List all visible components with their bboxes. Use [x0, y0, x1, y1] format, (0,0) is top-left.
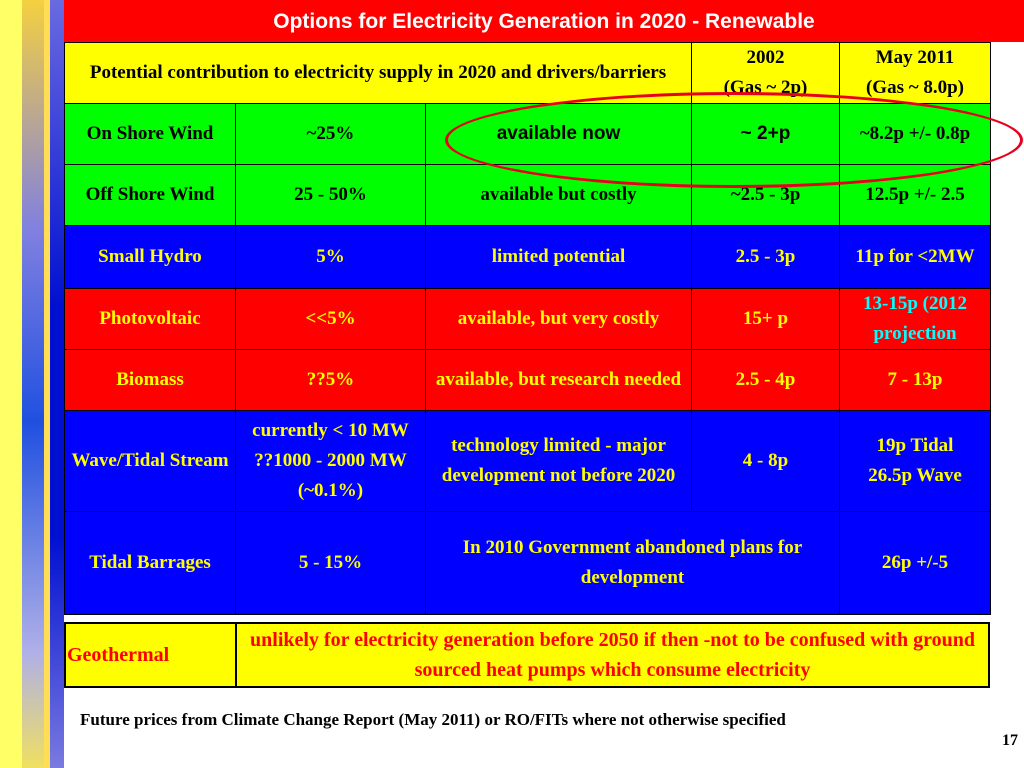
onshore-driver: available now — [425, 103, 692, 165]
biomass-name: Biomass — [64, 349, 236, 411]
hydro-price-2011: 11p for <2MW — [839, 225, 991, 289]
onshore-name: On Shore Wind — [64, 103, 236, 165]
header-2011-year: May 2011 — [875, 47, 955, 68]
row-photovoltaic: Photovoltaic <<5% available, but very co… — [64, 288, 991, 350]
wave-contribution-line1: currently < 10 MW — [252, 420, 409, 441]
barrage-name: Tidal Barrages — [64, 511, 236, 615]
footer-note: Future prices from Climate Change Report… — [80, 710, 786, 729]
wave-contribution-line2: ??1000 - 2000 MW — [254, 450, 407, 471]
offshore-driver: available but costly — [425, 164, 692, 226]
header-row: Potential contribution to electricity su… — [64, 42, 991, 104]
onshore-price-2002: ~ 2+p — [691, 103, 840, 165]
header-2011: May 2011 (Gas ~ 8.0p) — [839, 42, 991, 104]
barrage-price-2011: 26p +/-5 — [839, 511, 991, 615]
row-tidal-barrages: Tidal Barrages 5 - 15% In 2010 Governmen… — [64, 511, 991, 615]
biomass-driver: available, but research needed — [425, 349, 692, 411]
pv-driver: available, but very costly — [425, 288, 692, 350]
geothermal-name: Geothermal — [64, 622, 237, 688]
geothermal-text: unlikely for electricity generation befo… — [235, 622, 990, 688]
header-2002: 2002 (Gas ~ 2p) — [691, 42, 840, 104]
hydro-name: Small Hydro — [64, 225, 236, 289]
wave-contribution: currently < 10 MW ??1000 - 2000 MW (~0.1… — [235, 410, 426, 512]
row-wave-tidal: Wave/Tidal Stream currently < 10 MW ??10… — [64, 410, 991, 512]
biomass-price-2002: 2.5 - 4p — [691, 349, 840, 411]
offshore-contribution: 25 - 50% — [235, 164, 426, 226]
offshore-price-2011: 12.5p +/- 2.5 — [839, 164, 991, 226]
slide-title: Options for Electricity Generation in 20… — [64, 0, 1024, 42]
pv-price-2002: 15+ p — [691, 288, 840, 350]
pv-contribution: <<5% — [235, 288, 426, 350]
decor-stripe-yellow-2 — [44, 0, 50, 768]
wave-price-2002: 4 - 8p — [691, 410, 840, 512]
decor-stripe-yellow-1 — [0, 0, 22, 768]
decor-stripe-gradient — [22, 0, 44, 768]
wave-price-2011-tidal: 19p Tidal — [876, 435, 954, 456]
header-2002-year: 2002 — [746, 47, 785, 68]
pv-name: Photovoltaic — [64, 288, 236, 350]
header-description: Potential contribution to electricity su… — [64, 42, 692, 104]
biomass-contribution: ??5% — [235, 349, 426, 411]
row-biomass: Biomass ??5% available, but research nee… — [64, 349, 991, 411]
decor-stripe-blue — [50, 0, 64, 768]
renewables-table: Potential contribution to electricity su… — [64, 42, 991, 615]
geothermal-table: Geothermal unlikely for electricity gene… — [64, 622, 990, 688]
wave-driver: technology limited - major development n… — [425, 410, 692, 512]
row-small-hydro: Small Hydro 5% limited potential 2.5 - 3… — [64, 225, 991, 289]
header-2002-gas: (Gas ~ 2p) — [723, 77, 808, 98]
hydro-contribution: 5% — [235, 225, 426, 289]
onshore-contribution: ~25% — [235, 103, 426, 165]
wave-price-2011: 19p Tidal 26.5p Wave — [839, 410, 991, 512]
page-number: 17 — [1002, 732, 1018, 749]
hydro-driver: limited potential — [425, 225, 692, 289]
offshore-name: Off Shore Wind — [64, 164, 236, 226]
barrage-contribution: 5 - 15% — [235, 511, 426, 615]
wave-contribution-line3: (~0.1%) — [297, 480, 364, 501]
header-2011-gas: (Gas ~ 8.0p) — [865, 77, 965, 98]
wave-price-2011-wave: 26.5p Wave — [868, 465, 962, 486]
pv-price-2011: 13-15p (2012 projection — [839, 288, 991, 350]
biomass-price-2011: 7 - 13p — [839, 349, 991, 411]
hydro-price-2002: 2.5 - 3p — [691, 225, 840, 289]
row-offshore-wind: Off Shore Wind 25 - 50% available but co… — [64, 164, 991, 226]
row-onshore-wind: On Shore Wind ~25% available now ~ 2+p ~… — [64, 103, 991, 165]
row-geothermal: Geothermal unlikely for electricity gene… — [64, 622, 990, 688]
barrage-driver: In 2010 Government abandoned plans for d… — [425, 511, 840, 615]
wave-name: Wave/Tidal Stream — [64, 410, 236, 512]
onshore-price-2011: ~8.2p +/- 0.8p — [839, 103, 991, 165]
offshore-price-2002: ~2.5 - 3p — [691, 164, 840, 226]
